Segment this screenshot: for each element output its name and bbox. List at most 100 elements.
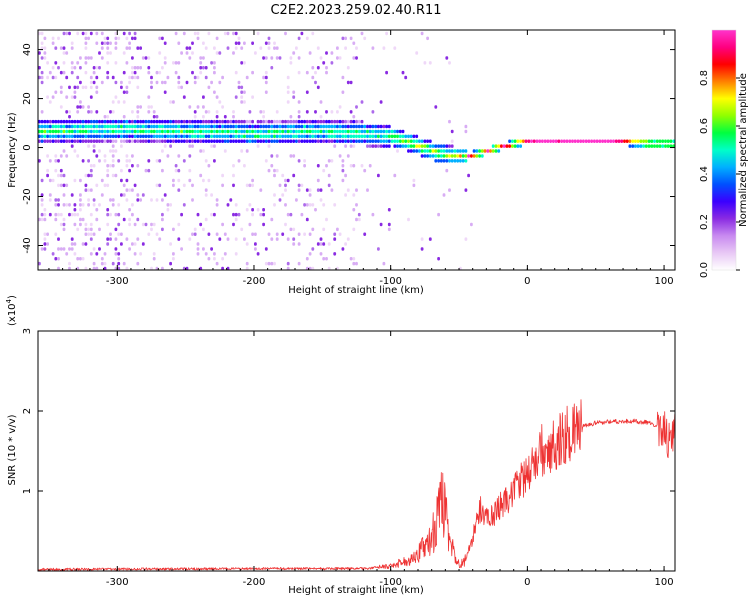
spectrogram-cell [62,134,66,139]
spectrogram-cell [196,119,200,124]
spectrogram-cell [48,198,52,202]
spectrogram-cell [54,154,58,158]
spectrogram-cell [92,134,96,139]
spectrogram-cell [524,139,528,143]
spectrogram-cell [109,198,112,202]
spectrogram-cell [363,139,367,143]
spectrogram-cell [87,159,90,163]
spectrogram-cell [98,149,101,153]
spectrogram-cell [48,134,52,139]
spectrogram-cell [114,41,118,45]
spectrogram-cell [229,129,233,134]
spectrogram-cell [62,173,66,178]
spectrogram-cell [264,119,268,124]
spectrogram-cell [330,119,334,124]
spectrogram-cell [114,61,118,65]
spectrogram-cell [248,183,252,188]
spectrogram-cell [163,119,167,124]
spectrogram-cell [409,149,413,153]
spectrogram-cell [259,188,263,192]
spectrogram-cell [172,139,175,143]
spectrogram-cell [464,159,468,163]
spectrogram-cell [122,261,126,266]
spectrogram-cell [554,139,558,143]
spectrogram-cell [100,129,104,134]
spectrogram-cell [445,154,449,158]
spectrogram-cell [305,203,309,207]
spectrogram-cell [136,110,140,114]
spectrogram-cell [352,164,356,168]
spectrogram-cell [316,242,320,246]
spectrogram-cell [89,212,93,217]
spectrogram-cell [193,31,197,36]
spectrogram-cell [308,124,312,129]
spectrogram-cell [139,129,142,134]
spectrogram-cell [232,119,235,124]
snr-ytick-label: 1 [22,488,33,494]
spectrogram-cell [349,139,353,143]
spectrogram-cell [51,75,55,80]
spectrogram-cell [336,119,339,124]
spectrogram-cell [213,61,216,65]
spectrogram-cell [89,119,93,124]
spectrogram-cell [278,134,282,139]
spectrogram-cell [357,134,361,139]
spectrogram-cell [445,149,449,153]
spectrogram-cell [150,75,153,80]
spectrogram-cell [87,227,90,232]
spectrogram-cell [366,124,369,129]
spectrogram-cell [136,129,140,134]
spectrogram-cell [464,149,468,153]
spectrogram-cell [210,139,213,143]
spectrogram-cell [346,80,350,85]
spectrogram-cell [150,198,153,202]
spectrogram-cell [48,129,52,134]
spectrogram-cell [382,134,386,139]
spectrogram-cell [54,232,58,236]
spectrogram-cell [254,129,257,134]
spectrogram-cell [131,139,134,143]
spectrogram-cell [128,75,131,80]
spectrogram-cell [106,173,110,178]
spectrogram-cell [297,159,301,163]
spectrogram-cell [330,134,334,139]
spectrogram-cell [51,252,55,256]
spectrogram-cell [65,124,69,129]
spectrogram-cell [240,61,244,65]
spectrogram-cell [245,242,249,246]
spectrogram-cell [289,134,293,139]
spectrogram-cell [62,51,66,55]
spectrogram-cell [185,46,189,50]
spectrogram-cell [161,198,164,202]
spectrogram-cell [237,129,241,134]
spectrogram-cell [221,129,224,134]
spectrogram-cell [625,139,629,143]
spectrogram-cell [89,124,93,129]
spectrogram-cell [226,134,230,139]
spectrogram-cell [100,257,104,261]
spectrogram-cell [330,124,334,129]
spectrogram-cell [51,134,55,139]
spectrogram-cell [409,134,413,139]
spectrogram-cell [333,124,337,129]
colorbar-tick-label: 0.6 [699,118,710,134]
spectrogram-cell [521,139,525,143]
spectrogram-cell [136,139,140,143]
spectrogram-cell [245,183,249,188]
spectrogram-cell [303,134,306,139]
spectrogram-cell [316,178,320,183]
spectrogram-cell [330,159,334,163]
spectrogram-cell [289,119,293,124]
spectrogram-cell [245,124,249,129]
spectrogram-cell [464,154,468,158]
spectrogram-cell [202,66,205,70]
spectrogram-cell [103,119,107,124]
spectrogram-cell [57,212,60,217]
spectrogram-cell [319,198,323,202]
spectrogram-cell [169,242,172,246]
spectrogram-cell [125,159,129,163]
spectrogram-cell [297,139,301,143]
spectrogram-cell [177,61,181,65]
spectrogram-ytick-label: 0 [22,144,33,150]
spectrogram-cell [100,178,104,183]
